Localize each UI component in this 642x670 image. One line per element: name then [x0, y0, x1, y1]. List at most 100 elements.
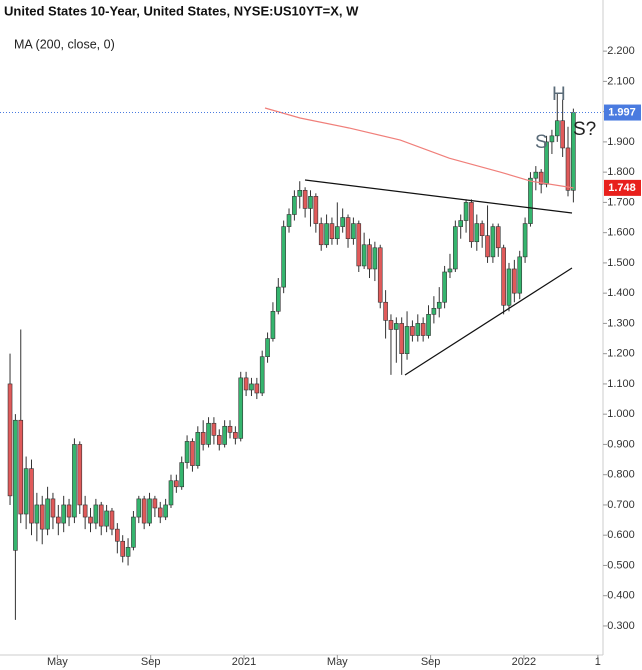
candle-body [351, 223, 356, 240]
candle-body [469, 202, 474, 243]
candle-body [512, 268, 517, 294]
candle-body [313, 196, 319, 224]
candle-body [372, 247, 378, 270]
y-tick-label: 1.100 [607, 378, 635, 390]
candle-body [195, 432, 201, 466]
y-tick-label: 1.300 [607, 317, 635, 329]
y-tick-label: 0.600 [607, 529, 635, 541]
candle-body [565, 147, 571, 191]
trend-line [304, 179, 573, 214]
candle-body [179, 462, 185, 488]
candle-body [554, 120, 560, 137]
annotation: H [552, 84, 566, 105]
candle-body [345, 217, 351, 240]
candle-body [18, 419, 24, 515]
candle-body [23, 468, 29, 515]
candle-body [560, 120, 565, 149]
candle-body [190, 441, 195, 466]
candle-body [163, 504, 168, 518]
candle-body [56, 516, 61, 524]
candle-body [420, 323, 426, 336]
last-price-box [604, 104, 641, 121]
y-tick-label: 2.200 [607, 45, 635, 57]
candle-body [324, 223, 329, 246]
ma-value-box [604, 179, 641, 196]
candle-body [29, 468, 34, 524]
candle-body [297, 189, 303, 197]
candle-body [436, 301, 442, 309]
x-tick-label: Sep [141, 656, 161, 668]
plot-area [7, 93, 576, 620]
candle-body [453, 226, 458, 270]
candle-body [77, 444, 83, 506]
candle-body [259, 356, 265, 394]
candle-body [399, 323, 404, 354]
y-tick-label: 0.500 [607, 559, 635, 571]
candle-body [93, 504, 99, 524]
candle-body [136, 498, 142, 518]
candle-body [211, 422, 217, 436]
candle-body [377, 247, 383, 303]
x-tick-label: Sep [421, 656, 441, 668]
candle-body [141, 498, 147, 524]
candle-body [174, 480, 179, 488]
candle-body [335, 226, 340, 240]
candle-body [479, 223, 485, 236]
candle-body [168, 480, 174, 506]
candle-body [243, 377, 249, 391]
candle-body [361, 244, 367, 267]
candle-body [415, 323, 421, 336]
annotation: S [535, 132, 548, 153]
candle-body [302, 189, 308, 209]
candle-body [120, 540, 125, 557]
candle-body [238, 377, 244, 439]
candle-body [109, 510, 115, 530]
candle-body [495, 226, 501, 249]
candle-body [286, 214, 292, 227]
y-tick-label: 1.500 [607, 257, 635, 269]
y-tick-label: 1.000 [607, 408, 635, 420]
candle-body [66, 504, 72, 518]
x-tick-label: May [327, 656, 348, 668]
candle-body [533, 171, 539, 179]
x-tick-label: 1 [595, 656, 601, 668]
candle-body [447, 268, 453, 273]
candle-body [275, 286, 281, 312]
candle-body [147, 498, 152, 524]
candle-body [200, 432, 206, 445]
candle-body [506, 268, 512, 306]
y-tick-label: 1.800 [607, 166, 635, 178]
candle-body [115, 528, 120, 542]
candle-body [410, 326, 415, 336]
candle-body [131, 516, 136, 548]
indicator-legend: MA (200, close, 0) [14, 37, 115, 51]
candle-body [88, 516, 93, 524]
candle-body [308, 196, 313, 209]
candle-body [265, 338, 270, 357]
candle-body [522, 223, 528, 258]
candle-body [501, 247, 506, 306]
candle-body [538, 171, 544, 185]
candle-body [281, 226, 286, 288]
candle-body [249, 383, 254, 391]
candle-body [356, 223, 362, 267]
candle-body [329, 223, 335, 240]
x-tick-label: 2022 [512, 656, 536, 668]
y-tick-label: 0.400 [607, 590, 635, 602]
trend-line [404, 267, 573, 376]
x-tick-label: 2021 [232, 656, 256, 668]
candle-body [227, 425, 233, 433]
candle-body [463, 202, 469, 221]
candle-body [340, 217, 345, 227]
candle-body [292, 196, 297, 215]
chart-title: United States 10-Year, United States, NY… [4, 3, 359, 18]
y-tick-label: 1.600 [607, 227, 635, 239]
candle-body [206, 422, 211, 445]
candle-body [394, 323, 399, 330]
candle-body [388, 320, 394, 330]
candle-body [490, 226, 496, 258]
candle-body [528, 177, 533, 224]
candle-body [184, 441, 190, 463]
